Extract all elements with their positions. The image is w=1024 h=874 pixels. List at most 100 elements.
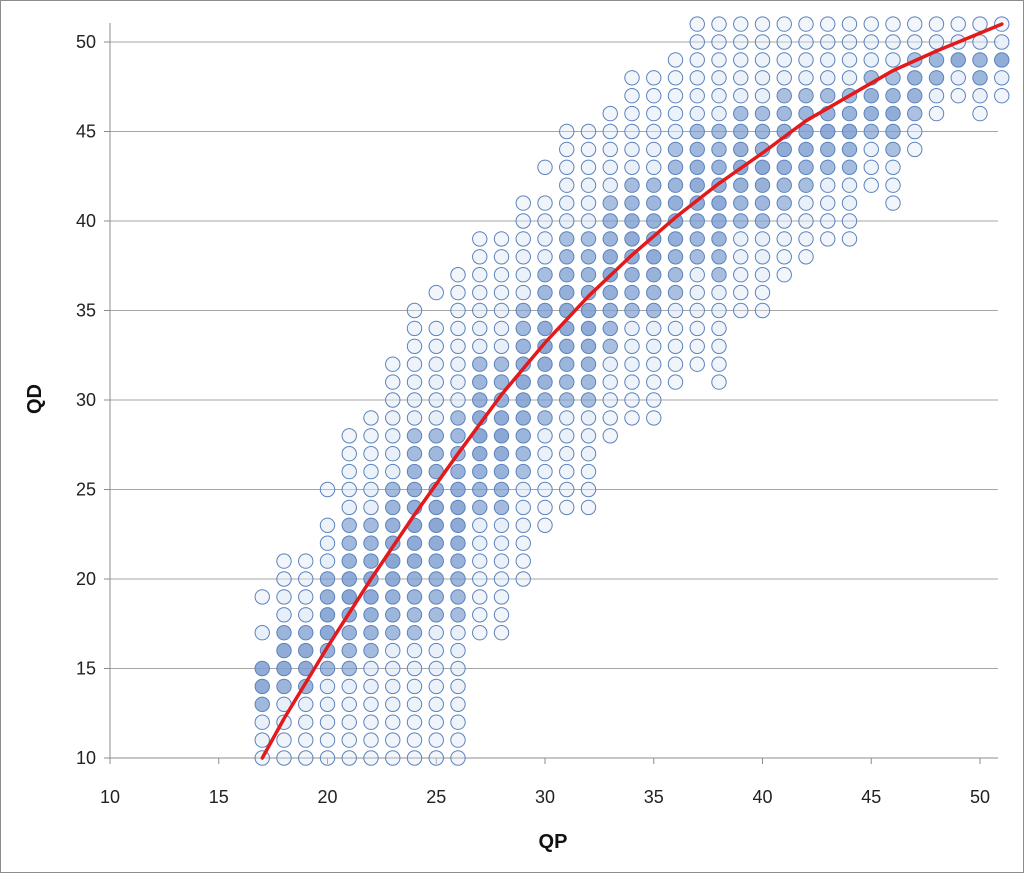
data-point <box>798 177 814 193</box>
y-tick-label: 30 <box>76 390 96 410</box>
data-point <box>363 463 379 480</box>
data-point <box>841 105 858 122</box>
x-axis-title: QP <box>539 831 568 853</box>
data-point <box>602 392 618 408</box>
data-point <box>646 392 662 408</box>
data-point <box>341 696 357 712</box>
data-point <box>254 660 270 677</box>
data-point <box>537 499 553 516</box>
data-point <box>515 320 531 337</box>
data-point <box>885 141 901 158</box>
data-point <box>428 732 444 748</box>
data-point <box>624 195 640 211</box>
data-point <box>863 141 879 158</box>
data-point <box>798 213 814 229</box>
data-point <box>363 589 379 605</box>
data-point <box>994 70 1010 86</box>
data-point <box>428 446 444 462</box>
data-point <box>428 553 444 569</box>
data-point <box>428 642 444 659</box>
data-point <box>385 410 401 426</box>
data-point <box>493 446 510 462</box>
data-point <box>472 392 488 408</box>
data-point <box>580 231 597 247</box>
data-point <box>472 607 488 623</box>
data-point <box>363 678 379 695</box>
data-point <box>754 16 771 32</box>
data-point <box>472 231 488 247</box>
data-point <box>363 750 379 766</box>
data-point <box>646 195 662 211</box>
data-point <box>863 105 879 122</box>
data-point <box>820 177 836 193</box>
data-point <box>537 302 553 319</box>
data-point <box>363 446 379 462</box>
data-point <box>907 70 923 86</box>
data-point <box>602 231 618 247</box>
data-point <box>667 249 684 265</box>
data-point <box>711 284 727 301</box>
data-point <box>711 105 727 122</box>
data-point <box>820 70 836 86</box>
data-point <box>319 589 336 605</box>
data-point <box>559 356 575 372</box>
data-point <box>450 517 466 533</box>
data-point <box>363 660 379 677</box>
data-point <box>450 320 466 337</box>
data-point <box>667 159 684 176</box>
data-point <box>624 141 640 158</box>
data-point <box>406 696 423 712</box>
data-point <box>820 159 836 176</box>
data-point <box>363 696 379 712</box>
data-point <box>689 338 705 354</box>
data-point <box>341 481 357 498</box>
data-point <box>559 159 575 176</box>
data-point <box>776 159 792 176</box>
data-point <box>689 177 705 193</box>
data-point <box>580 249 597 265</box>
data-point <box>754 88 771 104</box>
data-point <box>907 141 923 158</box>
data-point <box>515 463 531 480</box>
data-point <box>667 195 684 211</box>
data-point <box>885 105 901 122</box>
data-point <box>472 589 488 605</box>
data-point <box>733 302 749 319</box>
data-point <box>580 374 597 390</box>
grid-layer <box>110 41 998 669</box>
data-point <box>776 141 792 158</box>
data-point <box>559 213 575 229</box>
data-point <box>667 177 684 193</box>
data-point <box>711 52 727 68</box>
data-point <box>841 123 858 140</box>
data-point <box>276 589 292 605</box>
data-point <box>537 517 553 533</box>
data-point <box>472 499 488 516</box>
data-point <box>450 410 466 426</box>
data-point <box>537 356 553 372</box>
data-point <box>711 302 727 319</box>
data-point <box>733 34 749 50</box>
data-point <box>689 249 705 265</box>
data-point <box>406 607 423 623</box>
data-point <box>711 374 727 390</box>
data-point <box>820 88 836 104</box>
data-point <box>493 499 510 516</box>
data-point <box>624 302 640 319</box>
data-point <box>754 52 771 68</box>
data-point <box>319 660 336 677</box>
data-point <box>472 302 488 319</box>
data-point <box>928 88 945 104</box>
data-point <box>841 141 858 158</box>
data-point <box>711 356 727 372</box>
data-point <box>646 159 662 176</box>
data-point <box>276 607 292 623</box>
y-tick-label: 10 <box>76 748 96 768</box>
x-tick-label: 25 <box>426 787 446 807</box>
data-point <box>493 249 510 265</box>
data-point <box>493 535 510 551</box>
data-point <box>493 338 510 354</box>
data-point <box>515 374 531 390</box>
data-point <box>385 356 401 372</box>
data-point <box>319 571 336 587</box>
